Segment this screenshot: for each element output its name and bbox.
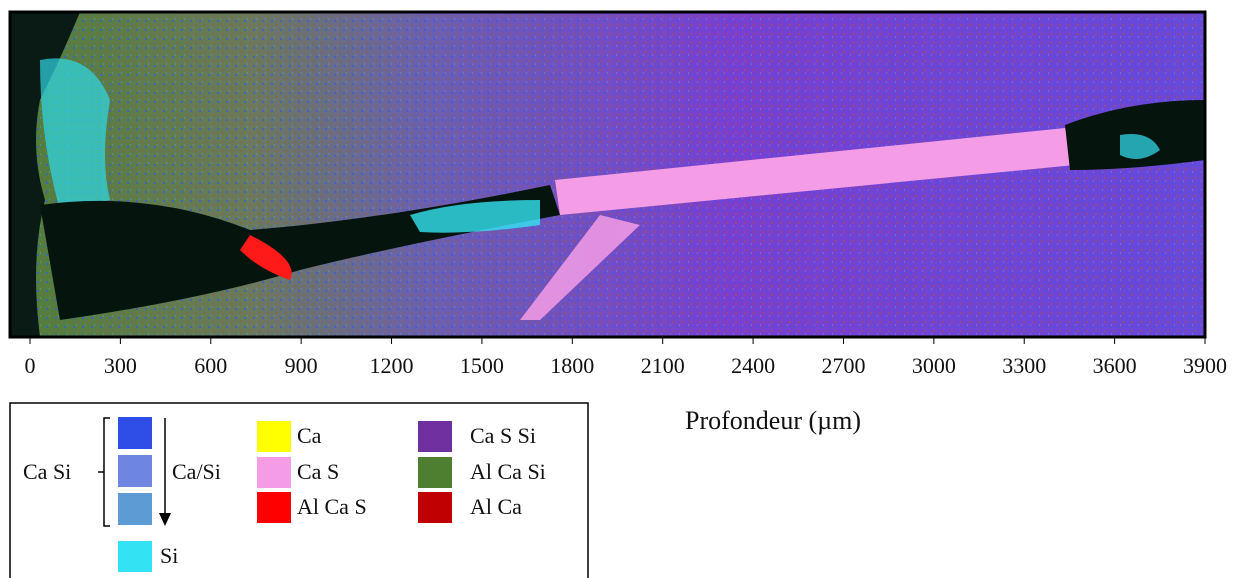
x-tick-label: 300 (104, 353, 137, 378)
legend-label: Al Ca S (297, 494, 367, 519)
legend-swatch (418, 421, 452, 452)
x-axis-label: Profondeur (µm) (685, 406, 861, 435)
x-tick-label: 0 (25, 353, 36, 378)
legend-swatch (418, 492, 452, 523)
legend-label: Si (160, 543, 178, 568)
legend-group-label: Ca Si (23, 459, 71, 484)
legend-label: Al Ca Si (470, 459, 546, 484)
legend-swatch (118, 541, 152, 572)
legend (9, 402, 589, 578)
legend-swatch (118, 455, 152, 487)
legend-swatch (257, 492, 291, 523)
x-tick-label: 600 (194, 353, 227, 378)
legend-swatch (118, 493, 152, 525)
x-tick-label: 3000 (912, 353, 956, 378)
legend-swatch (418, 457, 452, 488)
legend-ratio-label: Ca/Si (172, 459, 221, 484)
legend-label: Ca S Si (470, 423, 536, 448)
legend-swatch (257, 457, 291, 488)
x-tick-label: 1200 (370, 353, 414, 378)
legend-swatch (257, 421, 291, 452)
x-tick-label: 1800 (550, 353, 594, 378)
x-tick-label: 900 (285, 353, 318, 378)
legend-label: Ca (297, 423, 322, 448)
x-tick-label: 3600 (1093, 353, 1137, 378)
x-tick-label: 2700 (821, 353, 865, 378)
x-tick-label: 3300 (1002, 353, 1046, 378)
x-tick-label: 2400 (731, 353, 775, 378)
legend-label: Al Ca (470, 494, 522, 519)
phase-map (8, 10, 1207, 339)
legend-label: Ca S (297, 459, 339, 484)
legend-swatch (118, 417, 152, 449)
x-tick-label: 1500 (460, 353, 504, 378)
x-tick-label: 2100 (641, 353, 685, 378)
x-tick-label: 3900 (1183, 353, 1227, 378)
